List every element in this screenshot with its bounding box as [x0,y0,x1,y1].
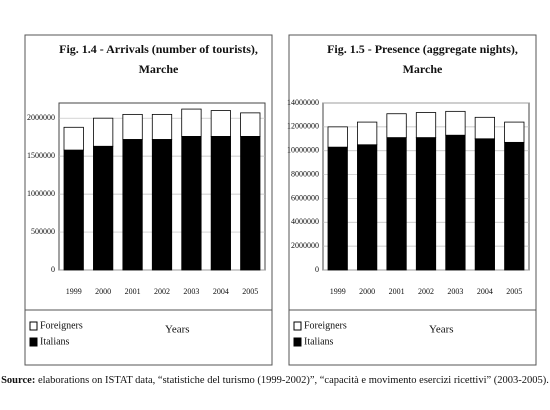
y-tick-label: 0 [51,265,55,274]
y-tick-label: 6000000 [291,193,319,202]
y-tick-label: 8000000 [291,169,319,178]
bar-segment [122,139,143,271]
bar-segment [210,110,231,137]
bar-segment [474,138,495,271]
bar-segment [327,126,348,148]
legend-label: Italians [40,336,70,347]
bar-segment [415,112,437,138]
x-tick-label: 1999 [66,287,82,296]
bar-segment [415,137,437,271]
x-tick-label: 2004 [213,287,229,296]
legend-swatch [293,337,302,347]
bar-segment [63,126,84,151]
x-tick-label: 2001 [389,287,405,296]
legend-swatch [293,321,302,331]
y-tick-label: 14000000 [287,98,319,107]
source-text: elaborations on ISTAT data, “statistiche… [38,375,549,386]
bar-segment [122,113,143,140]
bar-segment [210,135,231,271]
y-tick-label: 1000000 [27,189,55,198]
bar-segment [151,113,173,140]
legend-swatch [29,337,38,347]
y-tick-label: 12000000 [287,122,319,131]
x-tick-label: 2003 [183,287,199,296]
y-tick-label: 2000000 [291,241,319,250]
x-tick-label: 2000 [95,287,111,296]
bar-segment [386,113,407,138]
y-tick-label: 10000000 [287,146,319,155]
bar-segment [327,146,348,271]
bar-segment [504,141,525,271]
x-tick-label: 2001 [125,287,141,296]
chart-subtitle: Marche [139,62,179,76]
x-tick-label: 2005 [242,287,258,296]
panel [24,34,273,366]
x-tick-label: 2005 [506,287,522,296]
legend-label: Italians [304,336,334,347]
bar-segment [357,144,378,271]
y-tick-label: 500000 [31,227,55,236]
x-tick-label: 2002 [154,287,170,296]
panel [288,34,537,366]
x-axis-label: Years [429,324,454,336]
legend-swatch [29,321,38,331]
y-tick-label: 4000000 [291,217,319,226]
bar-segment [386,137,407,271]
legend-label: Foreigners [40,320,83,331]
bar-segment [474,116,495,140]
bar-segment [93,145,114,271]
bar-segment [445,134,466,271]
y-tick-label: 1500000 [27,151,55,160]
bar-segment [240,112,261,137]
x-tick-label: 1999 [330,287,346,296]
x-tick-label: 2002 [418,287,434,296]
bar-segment [93,117,114,147]
source-label: Source: [1,375,35,386]
legend-label: Foreigners [304,320,347,331]
bar-segment [63,149,84,271]
y-tick-label: 2000000 [27,113,55,122]
x-tick-label: 2000 [359,287,375,296]
y-tick-label: 0 [315,265,319,274]
bar-segment [181,108,202,137]
bar-segment [240,135,261,271]
x-tick-label: 2003 [447,287,463,296]
chart-title: Fig. 1.4 - Arrivals (number of tourists)… [59,42,258,56]
bar-segment [357,121,378,146]
bar-segment [151,139,173,271]
chart-subtitle: Marche [403,62,443,76]
bar-segment [181,135,202,271]
bar-segment [504,121,525,143]
x-axis-label: Years [165,324,190,336]
x-tick-label: 2004 [477,287,493,296]
bar-segment [445,110,466,136]
chart-title: Fig. 1.5 - Presence (aggregate nights), [327,42,518,56]
source: Source: elaborations on ISTAT data, “sta… [1,375,549,386]
